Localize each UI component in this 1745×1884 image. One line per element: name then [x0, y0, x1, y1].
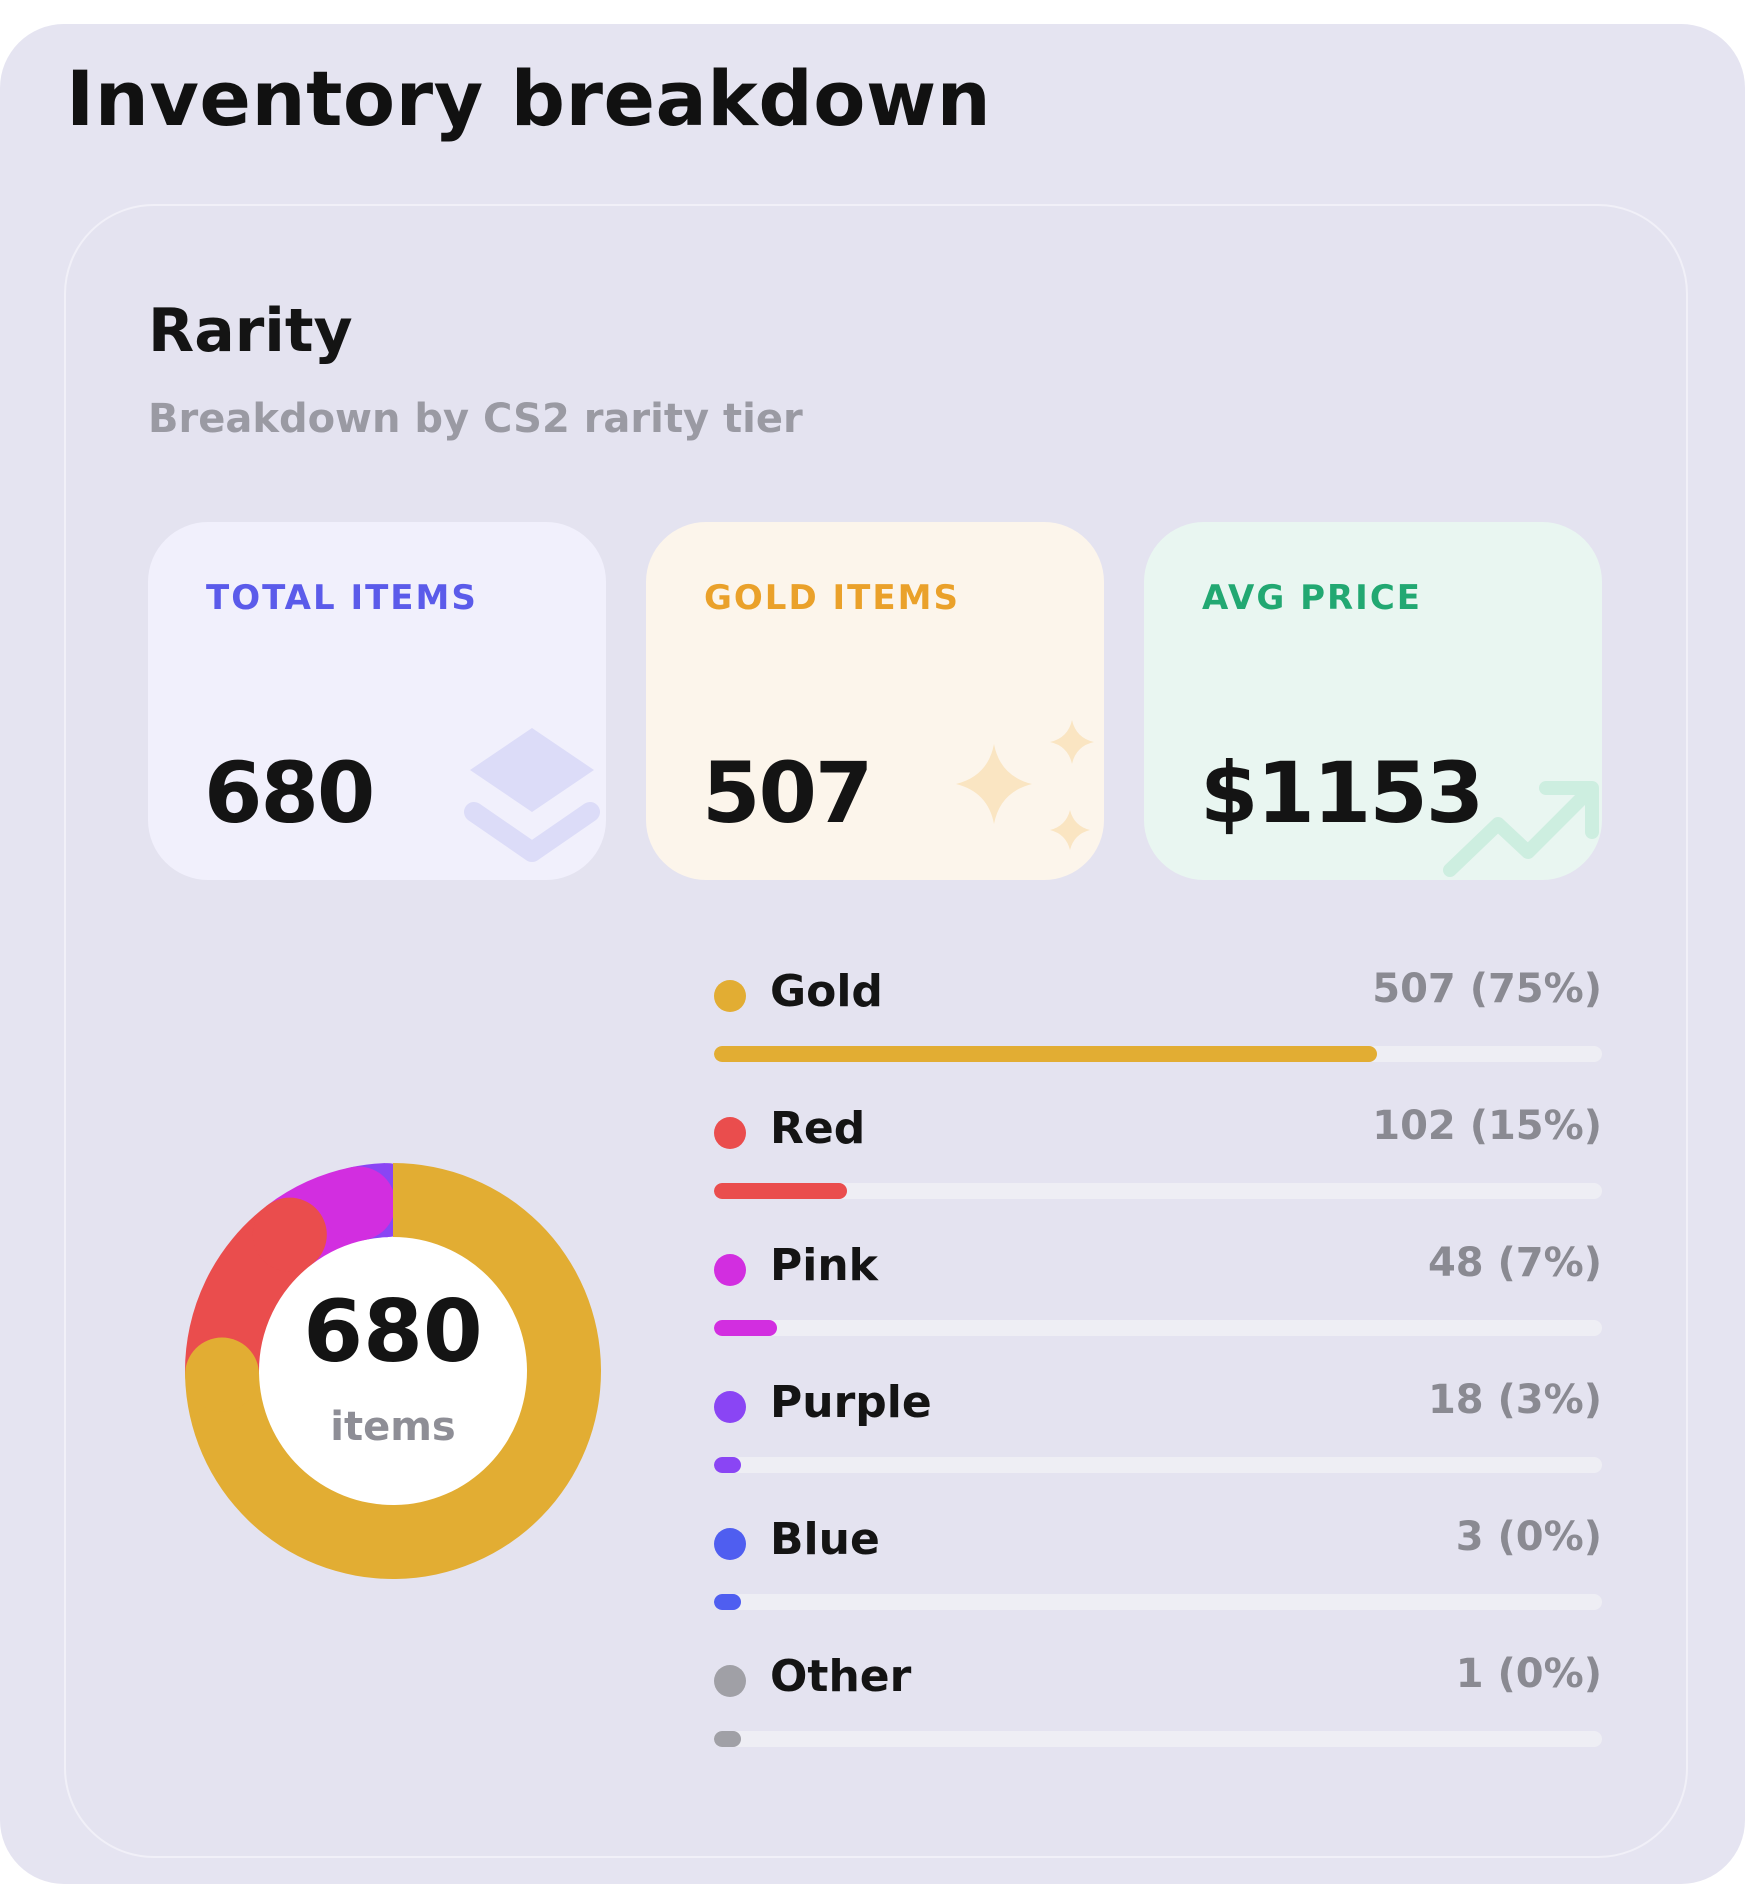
rarity-legend: Gold 507 (75%) Red 102 (15%) Pink 48 (7%) Purp…: [714, 966, 1602, 1788]
gold-items-stat: GOLD ITEMS 507: [646, 522, 1104, 880]
legend-value-other: 1 (0%): [1455, 1651, 1602, 1697]
avg-price-value: $1153: [1200, 744, 1484, 842]
legend-value-blue: 3 (0%): [1455, 1514, 1602, 1560]
total-items-value: 680: [204, 744, 375, 842]
avg-price-label: AVG PRICE: [1202, 578, 1422, 618]
legend-bar-track-purple: [714, 1457, 1602, 1473]
donut-cap-red: [252, 1197, 327, 1272]
legend-bar-fill-gold: [714, 1046, 1378, 1062]
legend-bar-track-red: [714, 1183, 1602, 1199]
legend-bar-track-other: [714, 1731, 1602, 1747]
legend-dot-purple: [714, 1391, 746, 1423]
legend-row-blue: Blue 3 (0%): [714, 1514, 1602, 1651]
legend-bar-track-blue: [714, 1594, 1602, 1610]
donut-svg: [185, 1163, 601, 1579]
legend-dot-pink: [714, 1254, 746, 1286]
donut-chart: 680 items: [148, 1126, 638, 1616]
legend-value-purple: 18 (3%): [1427, 1377, 1602, 1423]
legend-dot-gold: [714, 980, 746, 1012]
rarity-card: Rarity Breakdown by CS2 rarity tier TOTA…: [64, 204, 1688, 1858]
donut-hole: [222, 1200, 564, 1542]
card-subtitle: Breakdown by CS2 rarity tier: [148, 396, 803, 442]
legend-bar-track-gold: [714, 1046, 1602, 1062]
legend-label-red: Red: [770, 1103, 866, 1154]
page-background: Inventory breakdown Rarity Breakdown by …: [0, 24, 1745, 1884]
donut-cap-pink: [321, 1166, 396, 1241]
legend-row-red: Red 102 (15%): [714, 1103, 1602, 1240]
legend-dot-other: [714, 1665, 746, 1697]
legend-row-gold: Gold 507 (75%): [714, 966, 1602, 1103]
legend-bar-fill-other: [714, 1731, 741, 1747]
donut-unit: items: [330, 1404, 456, 1450]
legend-label-blue: Blue: [770, 1514, 880, 1565]
gold-items-label: GOLD ITEMS: [704, 578, 960, 618]
legend-dot-red: [714, 1117, 746, 1149]
legend-bar-fill-purple: [714, 1457, 741, 1473]
donut-slice-gold: [185, 1163, 601, 1579]
layers-icon: [464, 728, 600, 862]
legend-value-gold: 507 (75%): [1372, 966, 1602, 1012]
donut-center: 680 items: [148, 1126, 638, 1616]
sparkles-icon: [956, 720, 1094, 850]
trend-up-icon: [1443, 781, 1599, 877]
legend-row-purple: Purple 18 (3%): [714, 1377, 1602, 1514]
legend-value-pink: 48 (7%): [1427, 1240, 1602, 1286]
donut-total: 680: [303, 1282, 483, 1382]
legend-dot-blue: [714, 1528, 746, 1560]
legend-value-red: 102 (15%): [1372, 1103, 1602, 1149]
legend-label-gold: Gold: [770, 966, 883, 1017]
legend-bar-fill-blue: [714, 1594, 741, 1610]
card-title: Rarity: [148, 296, 353, 366]
legend-label-pink: Pink: [770, 1240, 878, 1291]
avg-price-stat: AVG PRICE $1153: [1144, 522, 1602, 880]
legend-bar-fill-red: [714, 1183, 848, 1199]
legend-row-other: Other 1 (0%): [714, 1651, 1602, 1788]
legend-label-other: Other: [770, 1651, 912, 1702]
total-items-stat: TOTAL ITEMS 680: [148, 522, 606, 880]
legend-row-pink: Pink 48 (7%): [714, 1240, 1602, 1377]
total-items-label: TOTAL ITEMS: [206, 578, 478, 618]
page-title: Inventory breakdown: [66, 54, 992, 143]
legend-bar-track-pink: [714, 1320, 1602, 1336]
legend-bar-fill-pink: [714, 1320, 777, 1336]
donut-cap-gold: [185, 1337, 260, 1412]
legend-label-purple: Purple: [770, 1377, 932, 1428]
gold-items-value: 507: [702, 744, 873, 842]
